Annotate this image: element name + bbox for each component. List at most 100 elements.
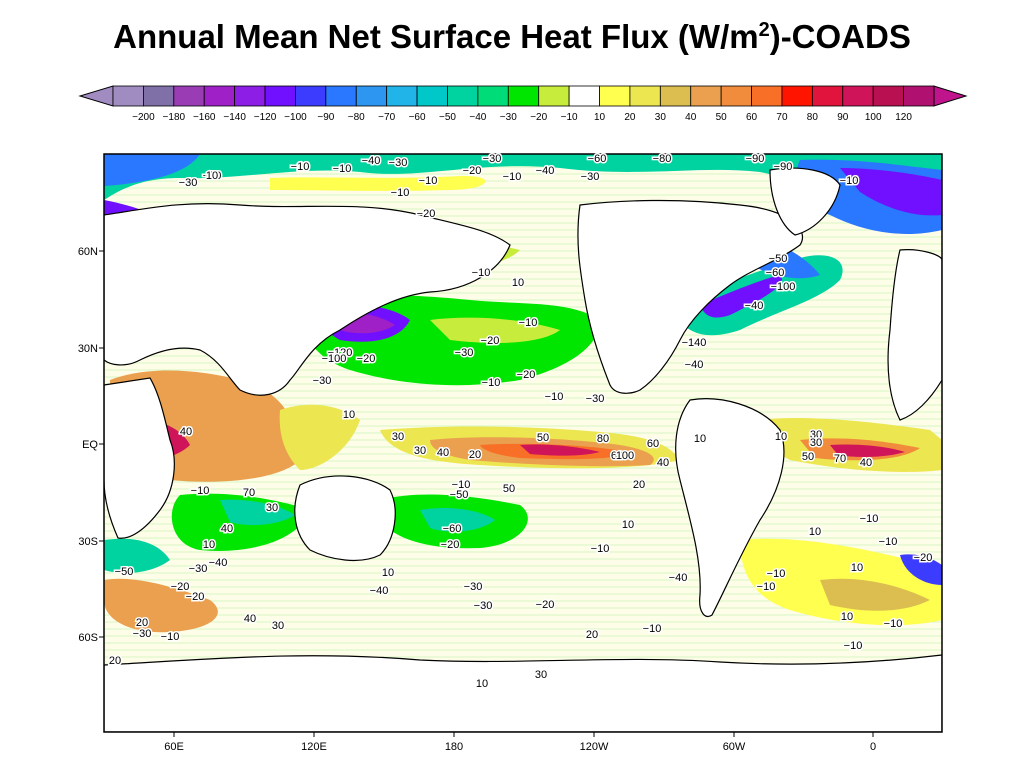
contour-label: −20 <box>463 165 482 177</box>
colorbar-swatch <box>599 85 631 107</box>
contour-label: 30 <box>266 502 278 514</box>
contour-label: −90 <box>774 161 793 173</box>
contour-label: 10 <box>203 539 215 551</box>
contour-label: −120 <box>328 347 353 359</box>
contour-label: −10 <box>757 581 776 593</box>
contour-label: −50 <box>115 566 134 578</box>
title-superscript: 2 <box>758 19 770 41</box>
colorbar-tick-label: −20 <box>530 112 547 123</box>
field-eq-atlantic-core <box>830 444 905 457</box>
contour-label: 20 <box>136 617 148 629</box>
lon-label: 120E <box>301 741 327 753</box>
colorbar-swatch <box>690 85 722 107</box>
contour-label: 40 <box>244 613 256 625</box>
contour-label: 30 <box>535 669 547 681</box>
contour-label: 10 <box>622 519 634 531</box>
contour-label: 50 <box>503 483 515 495</box>
contour-label: −50 <box>203 170 222 182</box>
contour-label: 60 <box>647 438 659 450</box>
colorbar-tick-label: −10 <box>561 112 578 123</box>
lat-label: 30N <box>78 343 98 355</box>
land-australia <box>294 475 396 561</box>
contour-label: 10 <box>841 611 853 623</box>
colorbar-swatch <box>751 85 783 107</box>
colorbar-swatch <box>143 85 175 107</box>
colorbar-tick-label: 90 <box>837 112 849 123</box>
contour-label: −30 <box>313 375 332 387</box>
contour-label: 40 <box>860 457 872 469</box>
lat-label: 60N <box>78 246 98 258</box>
colorbar-swatch <box>112 85 144 107</box>
map-axis-labels: 60N 30N EQ 30S 60S 60E 120E 180 120W 60W 0 <box>78 246 876 753</box>
contour-label: −40 <box>745 300 764 312</box>
contour-label: −60 <box>588 153 607 165</box>
contour-label: −20 <box>536 599 555 611</box>
lat-label: 30S <box>78 536 98 548</box>
contour-label: 20 <box>586 629 598 641</box>
contour-label: −10 <box>879 536 898 548</box>
contour-label: 20 <box>633 479 645 491</box>
contour-label: −30 <box>474 600 493 612</box>
contour-label: −10 <box>419 175 438 187</box>
colorbar-swatch <box>355 85 388 107</box>
colorbar-swatch <box>842 85 874 107</box>
colorbar-tick-label: −120 <box>254 112 277 123</box>
contour-label: −60 <box>443 523 462 535</box>
field-south-pacific-core <box>420 508 495 532</box>
lat-label: EQ <box>82 439 98 451</box>
contour-label: −20 <box>357 353 376 365</box>
lon-label: 180 <box>445 741 463 753</box>
contour-label: 10 <box>343 409 355 421</box>
contour-label: −20 <box>517 369 536 381</box>
contour-label: −20 <box>291 161 310 173</box>
contour-label: −50 <box>450 489 469 501</box>
contour-label: −40 <box>685 359 704 371</box>
colorbar-swatch <box>811 85 844 107</box>
contour-label: 80 <box>597 433 609 445</box>
lon-label: 120W <box>580 741 609 753</box>
contour-label: −10 <box>482 377 501 389</box>
colorbar-tick-label: 60 <box>746 112 758 123</box>
colorbar-tick-label: −180 <box>163 112 186 123</box>
field-gulf-stream <box>700 275 782 318</box>
colorbar-swatch <box>477 85 509 107</box>
contour-label: 30 <box>810 429 822 441</box>
colorbar-tick-label: −80 <box>348 112 365 123</box>
field-np-inner <box>430 317 560 343</box>
land <box>104 167 942 732</box>
colorbar-tick-label: 120 <box>895 112 912 123</box>
field-arctic-warm <box>270 175 486 191</box>
colorbar-tick-label: 70 <box>776 112 788 123</box>
colorbar-swatch <box>234 85 266 107</box>
colorbar-tick-label: −30 <box>500 112 517 123</box>
contour-label: −10 <box>591 543 610 555</box>
contour-label: −140 <box>682 337 707 349</box>
contour-label: −80 <box>653 153 672 165</box>
field-south-indian-west <box>104 538 170 573</box>
contour-label: −40 <box>669 572 688 584</box>
contour-label: −10 <box>333 163 352 175</box>
colorbar-tick-label: 20 <box>624 112 636 123</box>
contour-label: 70 <box>243 487 255 499</box>
contour-label: 10 <box>694 433 706 445</box>
contour-label: −10 <box>767 568 786 580</box>
contour-label: −30 <box>581 171 600 183</box>
contour-label: 30 <box>272 620 284 632</box>
contour-label: −10 <box>545 391 564 403</box>
lon-label: 0 <box>870 741 876 753</box>
colorbar-swatch <box>173 85 205 107</box>
contour-label: −100 <box>322 353 347 365</box>
contour-label: −100 <box>771 281 796 293</box>
field-nordic-core <box>840 168 942 216</box>
field-south-atlantic-core <box>820 578 930 611</box>
field-arctic <box>104 154 942 200</box>
contour-label: 50 <box>537 432 549 444</box>
contour-label: −10 <box>844 640 863 652</box>
contour-label: 10 <box>851 562 863 574</box>
contour-label: 30 <box>810 437 822 449</box>
contour-label: −20 <box>417 208 436 220</box>
contour-label: −30 <box>455 347 474 359</box>
map-fields <box>104 154 942 732</box>
contour-label: 10 <box>476 678 488 690</box>
lon-label: 60E <box>164 741 184 753</box>
